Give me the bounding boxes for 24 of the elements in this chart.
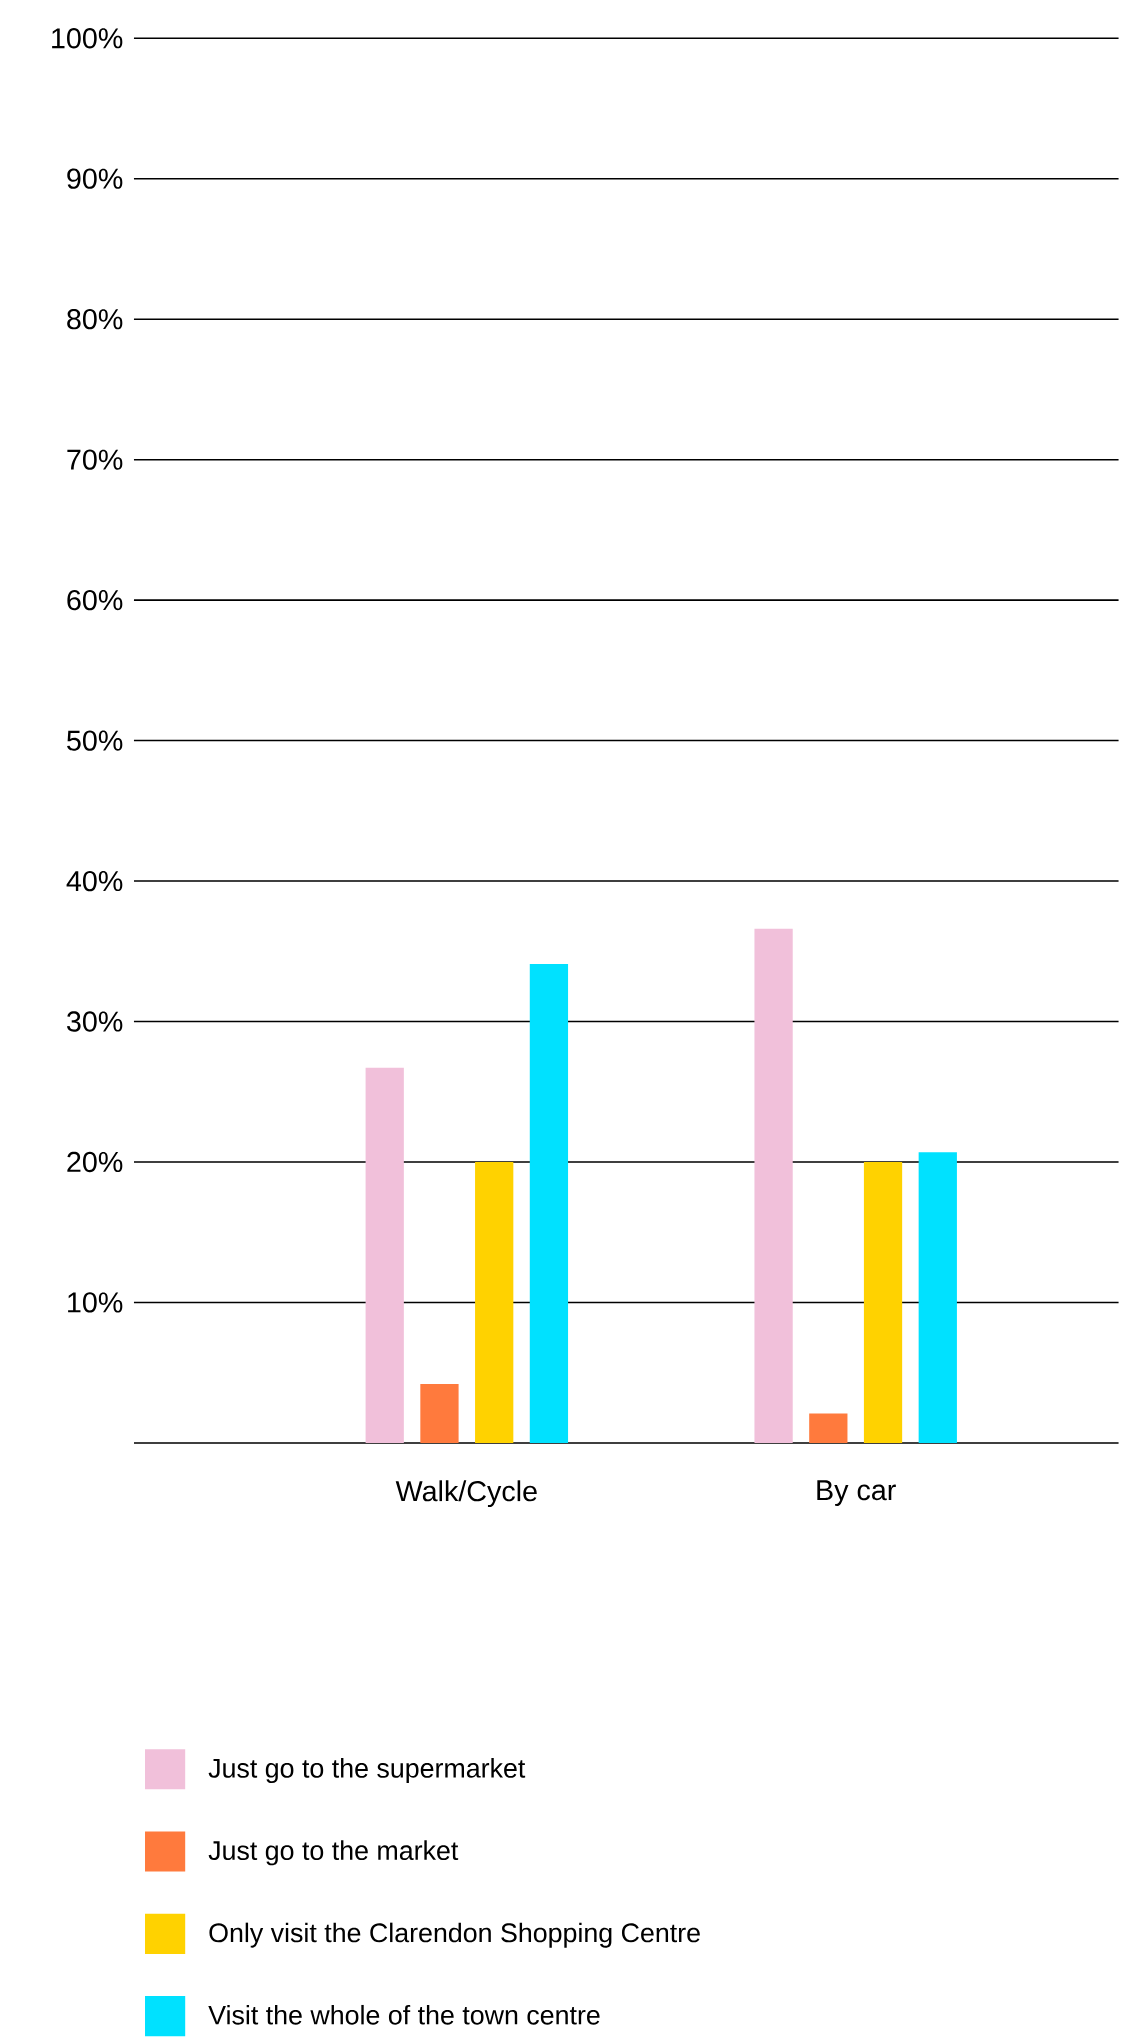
bar bbox=[918, 1152, 957, 1443]
y-tick-label: 80% bbox=[67, 309, 123, 330]
bar bbox=[529, 963, 568, 1443]
y-tick-label: 60% bbox=[67, 589, 123, 611]
bar bbox=[809, 1413, 848, 1443]
y-tick-label: 40% bbox=[66, 870, 123, 892]
bar bbox=[365, 1067, 404, 1443]
y-tick-label: 20% bbox=[67, 1151, 123, 1173]
y-tick-label: 30% bbox=[66, 1011, 123, 1032]
y-tick-label: 100% bbox=[52, 28, 123, 49]
y-tick-label: 10% bbox=[67, 1292, 123, 1313]
y-tick-label: 70% bbox=[67, 449, 123, 470]
x-tick-label: Walk/Cycle bbox=[395, 1480, 537, 1508]
bar bbox=[474, 1161, 514, 1443]
bar bbox=[420, 1383, 459, 1443]
legend-label: Visit the whole of the town centre bbox=[208, 2004, 600, 2025]
bar bbox=[863, 1161, 903, 1443]
y-tick-label: 50% bbox=[66, 730, 123, 751]
y-tick-label: 90% bbox=[67, 168, 123, 189]
legend-label: Just go to the supermarket bbox=[208, 1758, 525, 1784]
x-tick-label: By car bbox=[817, 1480, 896, 1506]
bar bbox=[754, 928, 793, 1443]
legend-label: Only visit the Clarendon Shopping Centre bbox=[209, 1922, 700, 1948]
legend-label: Just go to the market bbox=[208, 1840, 458, 1866]
